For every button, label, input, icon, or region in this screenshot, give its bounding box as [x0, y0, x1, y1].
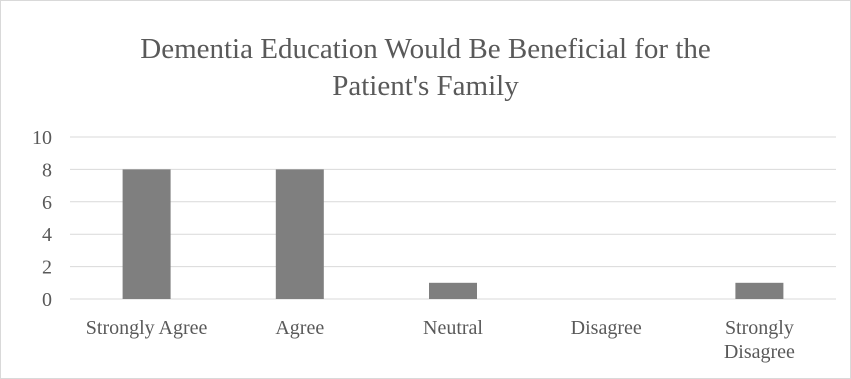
bar-strongly-agree	[122, 169, 171, 299]
x-tick-label-strongly-disagree-line-1: Strongly	[725, 317, 794, 339]
chart-title-line-1: Dementia Education Would Be Beneficial f…	[140, 33, 711, 65]
x-tick-label-strongly-disagree-line-2: Disagree	[724, 341, 795, 363]
y-tick-label-10: 10	[32, 127, 52, 149]
x-tick-label-neutral: Neutral	[423, 317, 483, 339]
y-tick-label-2: 2	[42, 257, 52, 279]
bar-strongly-disagree	[735, 282, 784, 299]
y-axis: 0 2 4 6 8 10	[32, 127, 52, 311]
y-tick-label-0: 0	[42, 289, 52, 311]
bars	[122, 169, 784, 299]
x-axis: Strongly Agree Agree Neutral Disagree Strong…	[86, 317, 795, 363]
chart-title-line-2: Patient's Family	[332, 70, 519, 102]
x-tick-label-disagree: Disagree	[571, 317, 642, 339]
y-tick-label-4: 4	[42, 224, 52, 246]
bar-agree	[275, 169, 324, 299]
y-tick-label-6: 6	[42, 192, 52, 214]
x-tick-label-agree: Agree	[275, 317, 324, 339]
gridlines	[70, 136, 836, 300]
y-tick-label-8: 8	[42, 159, 52, 181]
bar-neutral	[429, 282, 477, 299]
x-tick-label-strongly-agree: Strongly Agree	[86, 317, 208, 339]
